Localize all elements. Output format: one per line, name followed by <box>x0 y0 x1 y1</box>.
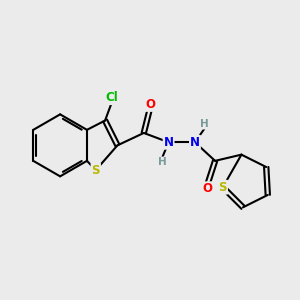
Text: O: O <box>145 98 155 111</box>
Text: H: H <box>200 119 208 129</box>
Text: N: N <box>164 136 174 149</box>
Text: S: S <box>92 164 100 177</box>
Text: N: N <box>190 136 200 149</box>
Text: Cl: Cl <box>105 91 118 104</box>
Text: H: H <box>158 158 167 167</box>
Text: O: O <box>202 182 212 195</box>
Text: S: S <box>219 181 227 194</box>
